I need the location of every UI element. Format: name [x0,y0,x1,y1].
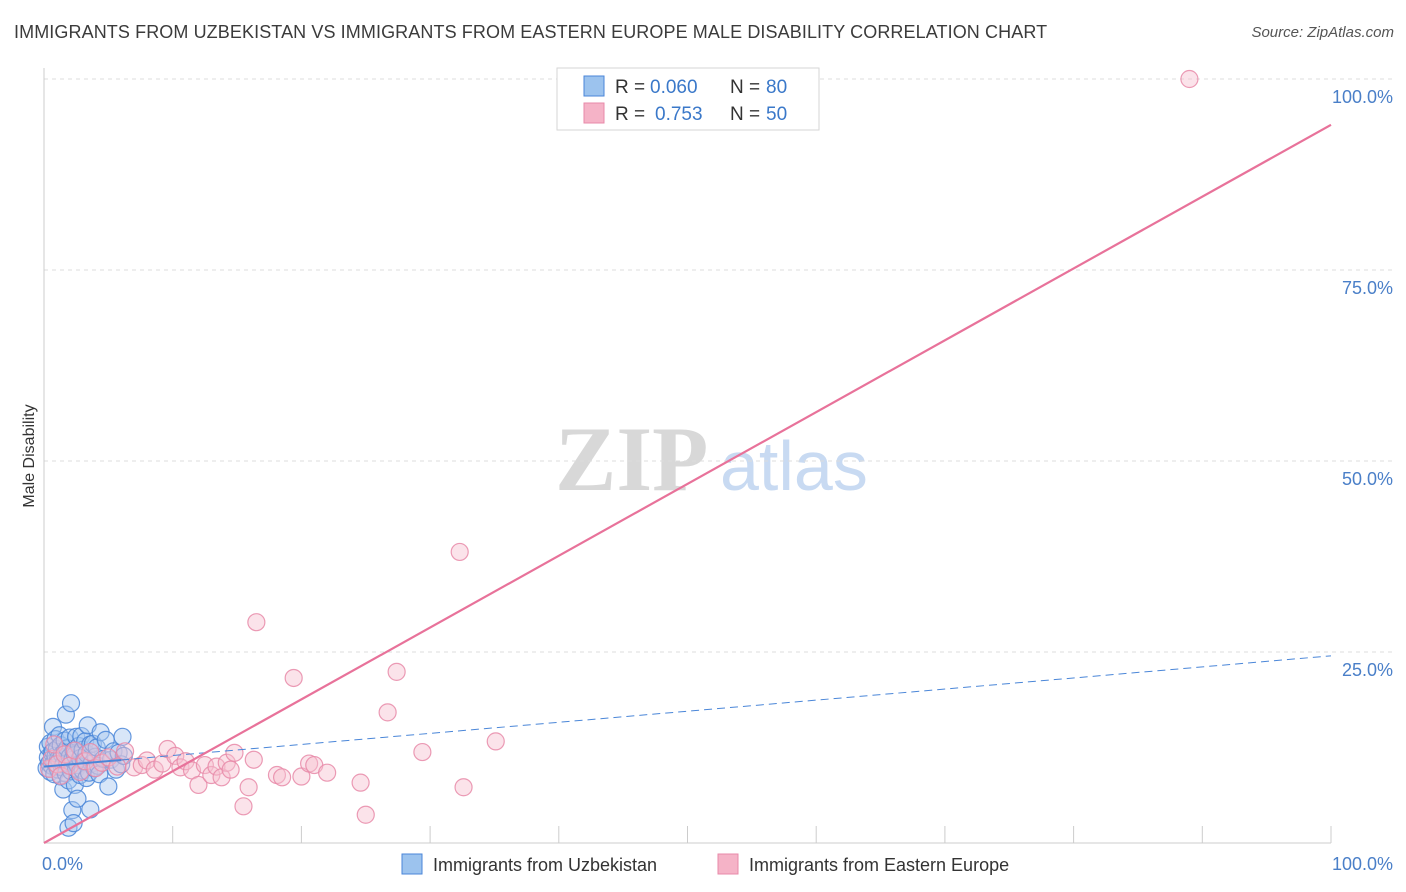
point-eastern-europe-47 [378,703,397,722]
point-eastern-europe-52 [486,732,505,751]
point-eastern-europe-35 [239,778,258,797]
y-tick-label-0: 25.0% [1342,660,1393,680]
y-tick-labels: 25.0% 50.0% 75.0% 100.0% [1332,87,1393,680]
point-eastern-europe-5 [55,745,74,764]
stats-swatch-uzbekistan [583,75,605,97]
point-uzbekistan-60 [81,800,100,819]
point-eastern-europe-29 [207,757,226,776]
point-eastern-europe-26 [189,775,208,795]
point-eastern-europe-50 [450,542,469,562]
stats-r-label-uzbekistan: R = [615,77,645,98]
point-uzbekistan-41 [64,814,83,833]
x-tick-label-1: 100.0% [1332,854,1393,874]
legend-label-uzbekistan[interactable]: Immigrants from Uzbekistan [433,855,657,875]
trend-line-uzbekistan-dashed [121,655,1332,761]
bottom-legend: Immigrants from Uzbekistan Immigrants fr… [401,853,1009,875]
point-eastern-europe-46 [356,805,375,824]
point-eastern-europe-53 [1180,69,1199,89]
point-uzbekistan-72 [99,777,118,796]
x-ticks [43,826,1332,843]
point-eastern-europe-49 [413,742,432,762]
source-credit: Source: ZipAtlas.com [1251,24,1394,41]
y-tick-label-1: 50.0% [1342,469,1393,489]
point-uzbekistan-46 [68,789,87,808]
point-eastern-europe-48 [387,662,406,681]
chart-title: IMMIGRANTS FROM UZBEKISTAN VS IMMIGRANTS… [14,22,1048,42]
point-eastern-europe-34 [234,797,253,816]
y-tick-label-2: 75.0% [1342,278,1393,298]
legend-label-eastern-europe[interactable]: Immigrants from Eastern Europe [749,855,1009,875]
point-eastern-europe-45 [351,773,370,792]
point-eastern-europe-40 [284,668,303,688]
trend-line-eastern-europe [43,123,1332,844]
point-uzbekistan-38 [63,801,82,820]
trend-line-uzbekistan-solid [43,758,122,768]
stats-n-label-uzbekistan: N = [730,77,760,98]
stats-r-value-uzbekistan: 0.060 [650,77,698,98]
watermark-zip: ZIP [555,408,708,510]
stats-n-label-eastern-europe: N = [730,104,760,125]
stats-n-value-uzbekistan: 80 [766,77,787,98]
x-tick-labels: 0.0% 100.0% [42,854,1393,874]
point-eastern-europe-36 [244,750,263,769]
stats-n-value-eastern-europe: 50 [766,104,787,125]
stats-legend: R = 0.060 N = 80 R = 0.753 N = 50 [556,67,820,131]
point-uzbekistan-29 [56,705,75,724]
point-eastern-europe-44 [318,763,337,782]
y-tick-label-3: 100.0% [1332,87,1393,107]
legend-swatch-eastern-europe[interactable] [717,853,739,875]
x-tick-label-0: 0.0% [42,854,83,874]
point-eastern-europe-51 [454,778,473,797]
point-eastern-europe-4 [51,766,70,785]
point-eastern-europe-37 [247,613,266,632]
gridlines [44,78,1394,653]
point-eastern-europe-32 [221,760,240,779]
point-uzbekistan-79 [113,727,132,746]
point-uzbekistan-36 [61,694,81,713]
stats-r-label-eastern-europe: R = [615,104,645,125]
legend-swatch-uzbekistan[interactable] [401,853,423,875]
point-eastern-europe-10 [81,742,100,762]
y-axis-label: Male Disability [21,404,38,507]
point-eastern-europe-15 [115,742,135,761]
series-eastern-europe-points [40,69,1199,824]
point-eastern-europe-39 [272,768,292,787]
point-eastern-europe-27 [195,755,214,775]
stats-r-value-eastern-europe: 0.753 [655,104,703,125]
point-eastern-europe-21 [158,739,177,759]
point-eastern-europe-33 [225,743,244,762]
point-eastern-europe-18 [137,751,157,770]
trend-lines [43,123,1332,844]
stats-swatch-eastern-europe [583,102,605,124]
watermark-atlas: atlas [720,427,868,505]
